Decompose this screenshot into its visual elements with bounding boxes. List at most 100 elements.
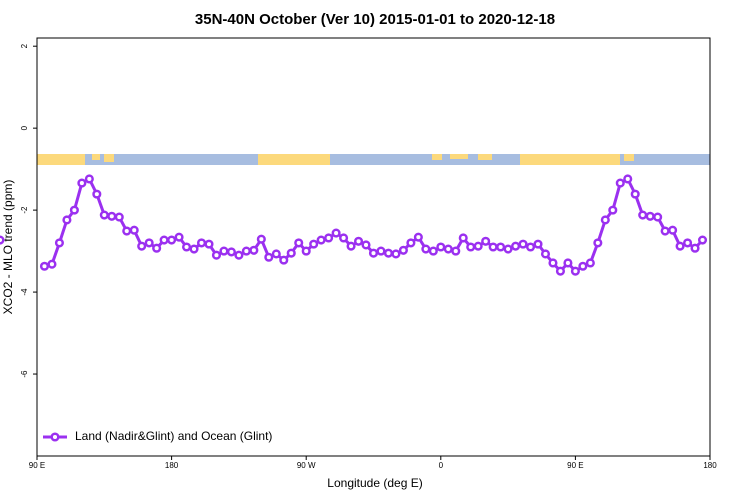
point	[174, 232, 184, 242]
point	[286, 248, 296, 258]
point	[563, 258, 573, 268]
point	[668, 225, 678, 235]
point	[107, 211, 117, 221]
point	[159, 235, 169, 245]
x-tick-label: 180	[165, 461, 179, 470]
point	[39, 261, 50, 271]
point	[309, 239, 319, 249]
point	[47, 259, 57, 269]
point	[496, 242, 506, 252]
land-ocean-band	[37, 154, 710, 165]
x-tick-label: 90 E	[29, 461, 45, 470]
point	[92, 189, 102, 199]
legend-label: Land (Nadir&Glint) and Ocean (Glint)	[75, 429, 272, 443]
point	[241, 246, 251, 256]
point	[555, 266, 565, 276]
point	[211, 250, 222, 260]
point	[511, 241, 521, 251]
point	[167, 235, 177, 245]
x-tick-label: 90 E	[567, 461, 583, 470]
x-tick-label: 90 W	[297, 461, 316, 470]
point	[570, 266, 580, 276]
point	[196, 238, 207, 248]
point	[256, 234, 266, 244]
point	[152, 243, 162, 253]
point	[623, 174, 633, 184]
point	[234, 250, 244, 260]
point	[540, 249, 551, 259]
point	[653, 212, 663, 222]
point	[182, 242, 192, 252]
point	[249, 245, 259, 255]
point	[69, 205, 79, 215]
plot-frame	[36, 37, 711, 457]
point	[548, 258, 558, 268]
point	[451, 246, 461, 256]
point	[376, 246, 386, 256]
point	[481, 236, 491, 246]
point	[144, 238, 154, 248]
point	[458, 233, 468, 243]
point	[593, 238, 603, 248]
point	[324, 233, 334, 243]
point	[122, 226, 132, 236]
point	[346, 241, 356, 251]
point	[129, 225, 139, 235]
x-tick-label: 0	[439, 461, 444, 470]
point	[99, 210, 109, 220]
point	[383, 248, 394, 258]
point	[518, 239, 528, 249]
point	[683, 238, 693, 248]
x-axis-label: Longitude (deg E)	[327, 476, 422, 490]
point	[466, 242, 476, 252]
point	[630, 189, 640, 199]
y-tick-label: -6	[20, 370, 29, 378]
point	[264, 252, 274, 262]
point	[690, 243, 700, 253]
point	[361, 240, 371, 250]
point	[697, 235, 708, 245]
point	[421, 244, 431, 254]
y-tick-label: -2	[20, 206, 29, 214]
point	[443, 244, 453, 254]
point	[398, 245, 408, 255]
point	[533, 239, 543, 249]
legend-marker	[50, 432, 60, 442]
y-axis-label: XCO2 - MLO trend (ppm)	[1, 180, 15, 315]
point	[428, 246, 438, 256]
point	[600, 215, 610, 225]
point	[62, 215, 72, 225]
point	[137, 241, 147, 251]
point	[660, 226, 670, 236]
y-tick-label: -4	[20, 288, 29, 296]
point	[488, 242, 498, 252]
point	[316, 235, 326, 245]
point	[391, 249, 401, 259]
point	[204, 239, 214, 249]
point	[645, 211, 655, 221]
point	[271, 249, 281, 259]
chart-title: 35N-40N October (Ver 10) 2015-01-01 to 2…	[195, 11, 555, 28]
point	[578, 261, 588, 271]
point	[503, 244, 513, 254]
point	[339, 233, 349, 243]
point	[638, 210, 648, 220]
y-tick-label: 0	[20, 125, 29, 130]
point	[226, 247, 236, 257]
point	[189, 244, 199, 254]
y-tick-label: 2	[20, 43, 29, 48]
point	[436, 242, 446, 252]
x-tick-label: 180	[703, 461, 717, 470]
point	[368, 248, 379, 258]
point	[54, 238, 64, 248]
point	[473, 241, 483, 251]
point	[406, 238, 416, 248]
point	[413, 232, 423, 242]
point	[331, 228, 341, 238]
point	[353, 236, 364, 246]
point	[77, 178, 87, 188]
point	[279, 255, 289, 265]
point	[114, 212, 124, 222]
point	[301, 246, 311, 256]
